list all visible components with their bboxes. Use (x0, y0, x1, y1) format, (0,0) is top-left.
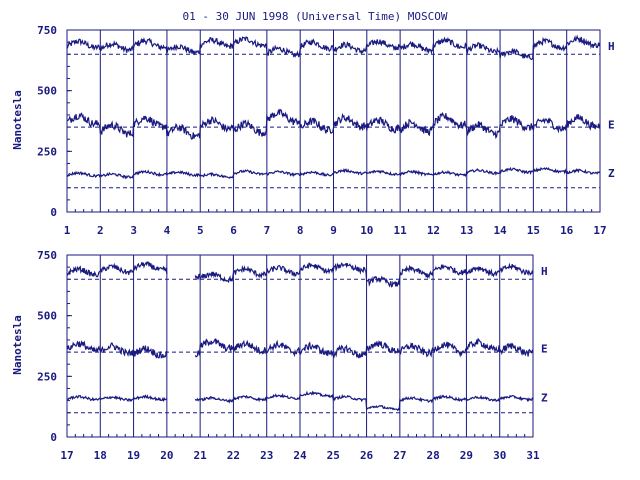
x-tick-label: 21 (194, 449, 208, 462)
y-axis-label-bottom: Nanotesla (11, 315, 24, 375)
x-tick-label: 17 (593, 224, 606, 237)
x-tick-label: 15 (527, 224, 540, 237)
x-tick-label: 7 (264, 224, 271, 237)
x-tick-label: 19 (127, 449, 140, 462)
y-axis-label-top: Nanotesla (11, 90, 24, 150)
x-tick-label: 26 (360, 449, 374, 462)
y-tick-label: 750 (37, 24, 57, 37)
x-tick-label: 4 (164, 224, 171, 237)
y-tick-label: 500 (37, 310, 57, 323)
x-tick-label: 20 (160, 449, 173, 462)
panel-17-to-31: 17 18 19 20 21 22 23 24 25 26 27 28 29 30 31 0 250 500 750… (37, 249, 548, 462)
x-tick-label: 12 (427, 224, 440, 237)
x-tick-label: 23 (260, 449, 273, 462)
x-tick-label: 16 (560, 224, 574, 237)
series-label-e: E (608, 119, 615, 132)
x-tick-label: 18 (94, 449, 107, 462)
x-tick-label: 3 (130, 224, 137, 237)
x-tick-label: 22 (227, 449, 240, 462)
series-e (66, 108, 601, 141)
x-tick-label: 6 (230, 224, 237, 237)
series-label-e: E (541, 342, 548, 355)
x-tick-label: 27 (393, 449, 406, 462)
y-tick-label: 500 (37, 85, 57, 98)
x-tick-label: 31 (526, 449, 540, 462)
y-tick-label: 0 (50, 206, 57, 219)
x-tick-label: 1 (64, 224, 71, 237)
series-label-z: Z (608, 167, 615, 180)
series-h (66, 261, 534, 288)
x-tick-label: 25 (327, 449, 340, 462)
x-tick-label: 29 (460, 449, 473, 462)
x-tick-label: 14 (493, 224, 507, 237)
y-tick-label: 250 (37, 370, 57, 383)
y-tick-label: 0 (50, 431, 57, 444)
x-tick-label: 10 (360, 224, 373, 237)
series-z (66, 166, 601, 180)
chart-title: 01 - 30 JUN 1998 (Universal Time) MOSCOW (183, 10, 448, 23)
x-tick-label: 30 (493, 449, 506, 462)
series-e (66, 337, 534, 359)
series-h (66, 34, 601, 61)
x-tick-label: 24 (293, 449, 307, 462)
x-tick-label: 2 (97, 224, 104, 237)
x-tick-label: 28 (427, 449, 440, 462)
x-tick-label: 9 (330, 224, 337, 237)
x-tick-label: 13 (460, 224, 473, 237)
series-z (66, 390, 534, 412)
x-tick-label: 5 (197, 224, 204, 237)
x-tick-label: 8 (297, 224, 304, 237)
series-label-h: H (541, 265, 548, 278)
y-tick-label: 750 (37, 249, 57, 262)
series-label-h: H (608, 40, 615, 53)
y-tick-label: 250 (37, 145, 57, 158)
series-label-z: Z (541, 392, 548, 405)
x-tick-label: 11 (394, 224, 408, 237)
x-tick-label: 17 (60, 449, 73, 462)
